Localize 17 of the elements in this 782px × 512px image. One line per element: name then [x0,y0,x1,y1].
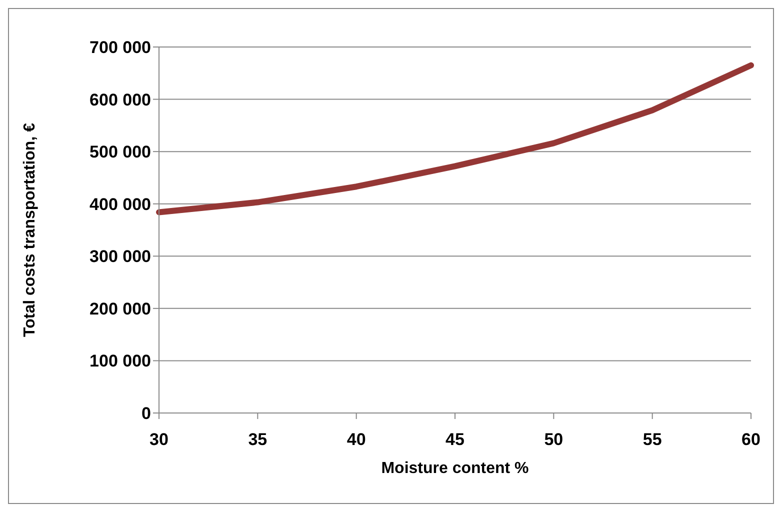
x-tick-label: 30 [150,430,168,450]
y-tick-label: 100 000 [90,352,151,371]
x-tick-label: 45 [446,430,464,450]
y-tick-label: 500 000 [90,142,151,162]
x-tick-label: 60 [742,430,760,450]
y-tick-label: 200 000 [90,299,151,318]
x-tick-label: 40 [346,430,366,450]
y-tick-label: 700 000 [90,38,151,58]
y-tick-label: 0 [142,404,151,424]
x-tick-label: 50 [544,430,564,450]
y-tick-label: 300 000 [90,247,151,266]
x-tick-label: 35 [248,430,268,450]
y-tick-label: 600 000 [90,90,151,110]
x-tick-label: 55 [642,430,662,450]
y-tick-label: 400 000 [90,194,151,214]
x-axis-title: Moisture content % [381,460,529,477]
y-axis-title: Total costs transportation, € [22,122,39,337]
